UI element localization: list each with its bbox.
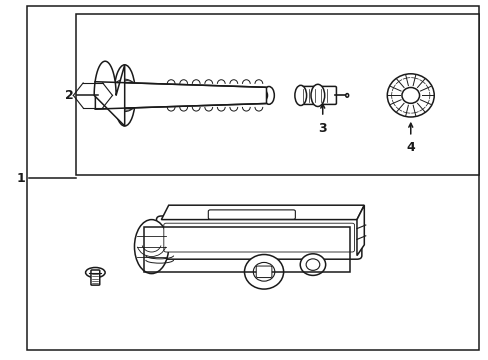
Ellipse shape bbox=[122, 85, 141, 106]
Polygon shape bbox=[94, 61, 124, 126]
Ellipse shape bbox=[131, 89, 142, 102]
Ellipse shape bbox=[345, 94, 348, 97]
Text: 3: 3 bbox=[318, 122, 326, 135]
FancyBboxPatch shape bbox=[91, 270, 100, 285]
Text: 2: 2 bbox=[64, 89, 73, 102]
Ellipse shape bbox=[114, 65, 135, 126]
Ellipse shape bbox=[253, 262, 274, 281]
FancyBboxPatch shape bbox=[256, 266, 271, 278]
Bar bbox=[76, 14, 478, 175]
Ellipse shape bbox=[300, 254, 325, 275]
FancyBboxPatch shape bbox=[299, 86, 336, 104]
Ellipse shape bbox=[114, 81, 140, 110]
FancyBboxPatch shape bbox=[163, 223, 354, 252]
Ellipse shape bbox=[127, 87, 142, 104]
Ellipse shape bbox=[386, 74, 433, 117]
Ellipse shape bbox=[310, 84, 324, 107]
Ellipse shape bbox=[110, 79, 139, 112]
Polygon shape bbox=[356, 205, 364, 256]
Ellipse shape bbox=[263, 86, 274, 104]
Polygon shape bbox=[161, 205, 364, 220]
Ellipse shape bbox=[253, 89, 267, 102]
FancyBboxPatch shape bbox=[208, 210, 295, 219]
Ellipse shape bbox=[294, 85, 306, 105]
Ellipse shape bbox=[85, 267, 105, 278]
Ellipse shape bbox=[305, 259, 319, 270]
FancyBboxPatch shape bbox=[156, 216, 361, 259]
Text: 4: 4 bbox=[406, 141, 414, 154]
Ellipse shape bbox=[134, 220, 168, 274]
Text: 1: 1 bbox=[17, 172, 25, 185]
Ellipse shape bbox=[401, 87, 419, 103]
Ellipse shape bbox=[244, 255, 283, 289]
Ellipse shape bbox=[118, 82, 141, 108]
Polygon shape bbox=[95, 82, 266, 109]
